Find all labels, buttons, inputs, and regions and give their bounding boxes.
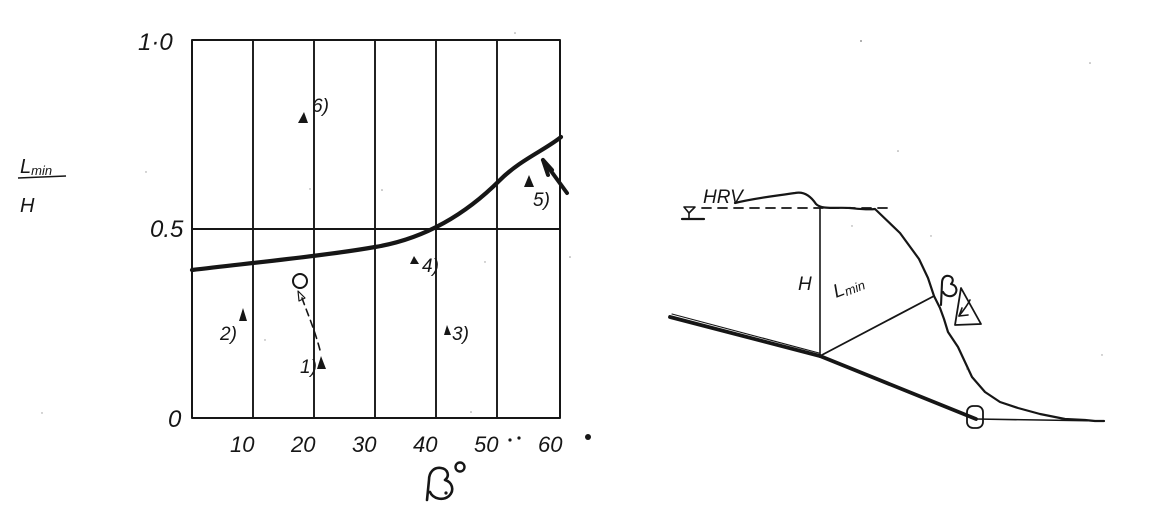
svg-text:H: H: [20, 195, 35, 217]
svg-text:2): 2): [219, 324, 237, 345]
svg-text:20: 20: [290, 432, 316, 457]
svg-text:30: 30: [352, 432, 377, 457]
svg-text:0: 0: [168, 406, 182, 433]
svg-text:10: 10: [230, 432, 255, 457]
svg-text:4): 4): [422, 256, 439, 277]
svg-text:6): 6): [312, 96, 329, 117]
svg-text:3): 3): [452, 324, 469, 345]
svg-text:HRV: HRV: [703, 187, 745, 208]
svg-text:5): 5): [533, 190, 550, 211]
svg-text:H: H: [798, 274, 812, 295]
svg-text:40: 40: [413, 432, 438, 457]
svg-text:0.5: 0.5: [150, 216, 184, 243]
svg-text:50: 50: [474, 432, 499, 457]
svg-text:60: 60: [538, 432, 563, 457]
svg-text:1·0: 1·0: [138, 29, 173, 56]
svg-text:1): 1): [300, 357, 317, 378]
